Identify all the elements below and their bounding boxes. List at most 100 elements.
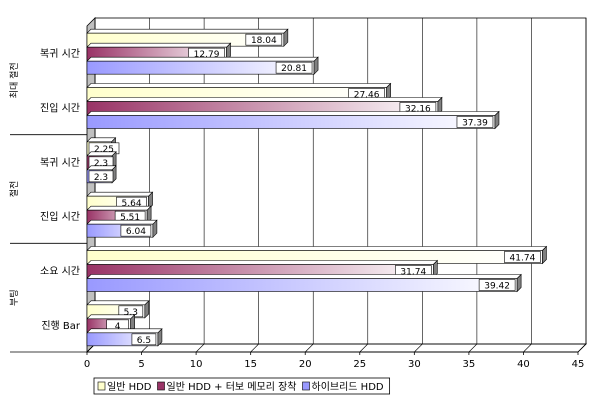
data-label: 31.74 xyxy=(400,268,426,278)
bar-top xyxy=(86,219,158,225)
bar: 39.42 xyxy=(86,273,522,293)
bar-end xyxy=(144,300,150,319)
x-tick-label: 20 xyxy=(299,359,312,370)
floor-gridline xyxy=(523,343,532,353)
x-tick-label: 5 xyxy=(138,359,144,370)
bar-top xyxy=(86,42,232,48)
x-tick-label: 30 xyxy=(408,359,421,370)
category-label: 복귀 시간 xyxy=(40,48,80,60)
category-label: 진입 시간 xyxy=(40,102,80,115)
bar-end xyxy=(433,259,438,279)
data-label: 2.3 xyxy=(94,159,108,169)
data-label-box xyxy=(131,333,157,346)
plot-floor xyxy=(86,343,587,353)
bar-end xyxy=(157,328,163,347)
data-label: 4 xyxy=(115,322,121,332)
floor-gridline xyxy=(414,343,423,353)
x-tick-label: 25 xyxy=(353,359,366,370)
bars: 18.04 12.79 20.81 27.46 32.16 37.39 2.25 2.3 2.3… xyxy=(86,28,548,347)
bar-end xyxy=(516,273,522,293)
bar-end xyxy=(226,42,231,61)
bar: 6.04 xyxy=(86,219,158,238)
bar-top xyxy=(86,191,154,197)
data-label: 5.3 xyxy=(124,308,138,318)
floor-gridline xyxy=(468,343,478,353)
data-label-box xyxy=(456,116,494,128)
bar-top xyxy=(86,165,117,171)
floor-gridline xyxy=(195,343,205,353)
data-label-box xyxy=(478,279,516,291)
x-tick-label: 40 xyxy=(517,359,530,370)
bar: 2.25 xyxy=(86,137,120,156)
bar-end xyxy=(146,205,152,224)
data-label: 41.74 xyxy=(510,254,536,264)
bar-top xyxy=(86,274,522,279)
data-label-box xyxy=(88,170,114,183)
x-tick-label: 10 xyxy=(190,359,203,370)
x-tick-label: 45 xyxy=(572,359,585,370)
data-label: 32.16 xyxy=(405,105,431,115)
bar-top xyxy=(86,328,163,334)
bar-end xyxy=(283,28,289,47)
bar-front xyxy=(86,278,518,292)
data-label: 18.04 xyxy=(251,36,277,46)
bar-top xyxy=(86,111,500,116)
bar-end xyxy=(542,245,547,265)
bar-end xyxy=(313,56,319,75)
legend-swatch xyxy=(97,381,106,391)
bar: 2.3 xyxy=(86,165,117,184)
legend-entry: 일반 HDD + 터보 메모리 장착 xyxy=(167,381,297,393)
bar-top xyxy=(86,246,548,251)
bar: 5.51 xyxy=(86,205,152,224)
bar-top xyxy=(86,314,136,320)
floor-gridline xyxy=(359,343,368,353)
legend-entry: 일반 HDD xyxy=(107,381,152,393)
data-label-box xyxy=(245,33,283,46)
data-label: 2.25 xyxy=(94,145,114,155)
data-label: 5.64 xyxy=(122,199,142,209)
floor-gridline xyxy=(305,343,314,353)
data-label: 12.79 xyxy=(194,50,220,60)
data-label: 20.81 xyxy=(281,64,307,74)
bar: 18.04 xyxy=(86,28,289,47)
legend-swatch xyxy=(157,381,165,391)
bar: 37.39 xyxy=(86,110,500,130)
bar-top xyxy=(86,260,439,265)
group-label: 부팅 xyxy=(9,289,20,306)
x-tick-label: 0 xyxy=(84,359,90,370)
x-tick-label: 35 xyxy=(463,359,476,370)
bar-end xyxy=(437,96,443,116)
group-label: 절전 xyxy=(8,181,20,198)
legend-entry: 하이브리드 HDD xyxy=(312,380,384,393)
bar-top xyxy=(86,56,319,62)
data-label-box xyxy=(504,251,541,263)
data-label-box xyxy=(120,224,152,237)
bar-end xyxy=(494,110,500,130)
bar-top xyxy=(86,83,392,88)
group-label: 최대 절전 xyxy=(8,62,20,98)
bar-top xyxy=(86,137,117,143)
bar-end xyxy=(386,82,391,102)
bar-top xyxy=(86,97,443,102)
data-label: 27.46 xyxy=(354,91,380,101)
legend: 일반 HDD 일반 HDD + 터보 메모리 장착 하이브리드 HDD xyxy=(93,377,391,395)
bar-top xyxy=(86,28,289,34)
data-label: 2.3 xyxy=(94,173,108,183)
data-label: 39.42 xyxy=(484,282,510,292)
bar-front xyxy=(86,115,496,129)
bar-end xyxy=(130,314,135,333)
data-label: 6.04 xyxy=(126,227,146,237)
bar-top xyxy=(86,151,117,157)
data-label: 6.5 xyxy=(137,336,151,346)
category-label: 진입 시간 xyxy=(40,210,80,223)
data-label: 5.51 xyxy=(120,213,140,223)
category-label: 진행 Bar xyxy=(41,320,81,332)
floor-outline xyxy=(86,343,587,353)
bar-end xyxy=(152,219,158,238)
data-label: 37.39 xyxy=(462,119,488,129)
bar-top xyxy=(86,205,152,211)
bar: 5.3 xyxy=(86,300,150,319)
